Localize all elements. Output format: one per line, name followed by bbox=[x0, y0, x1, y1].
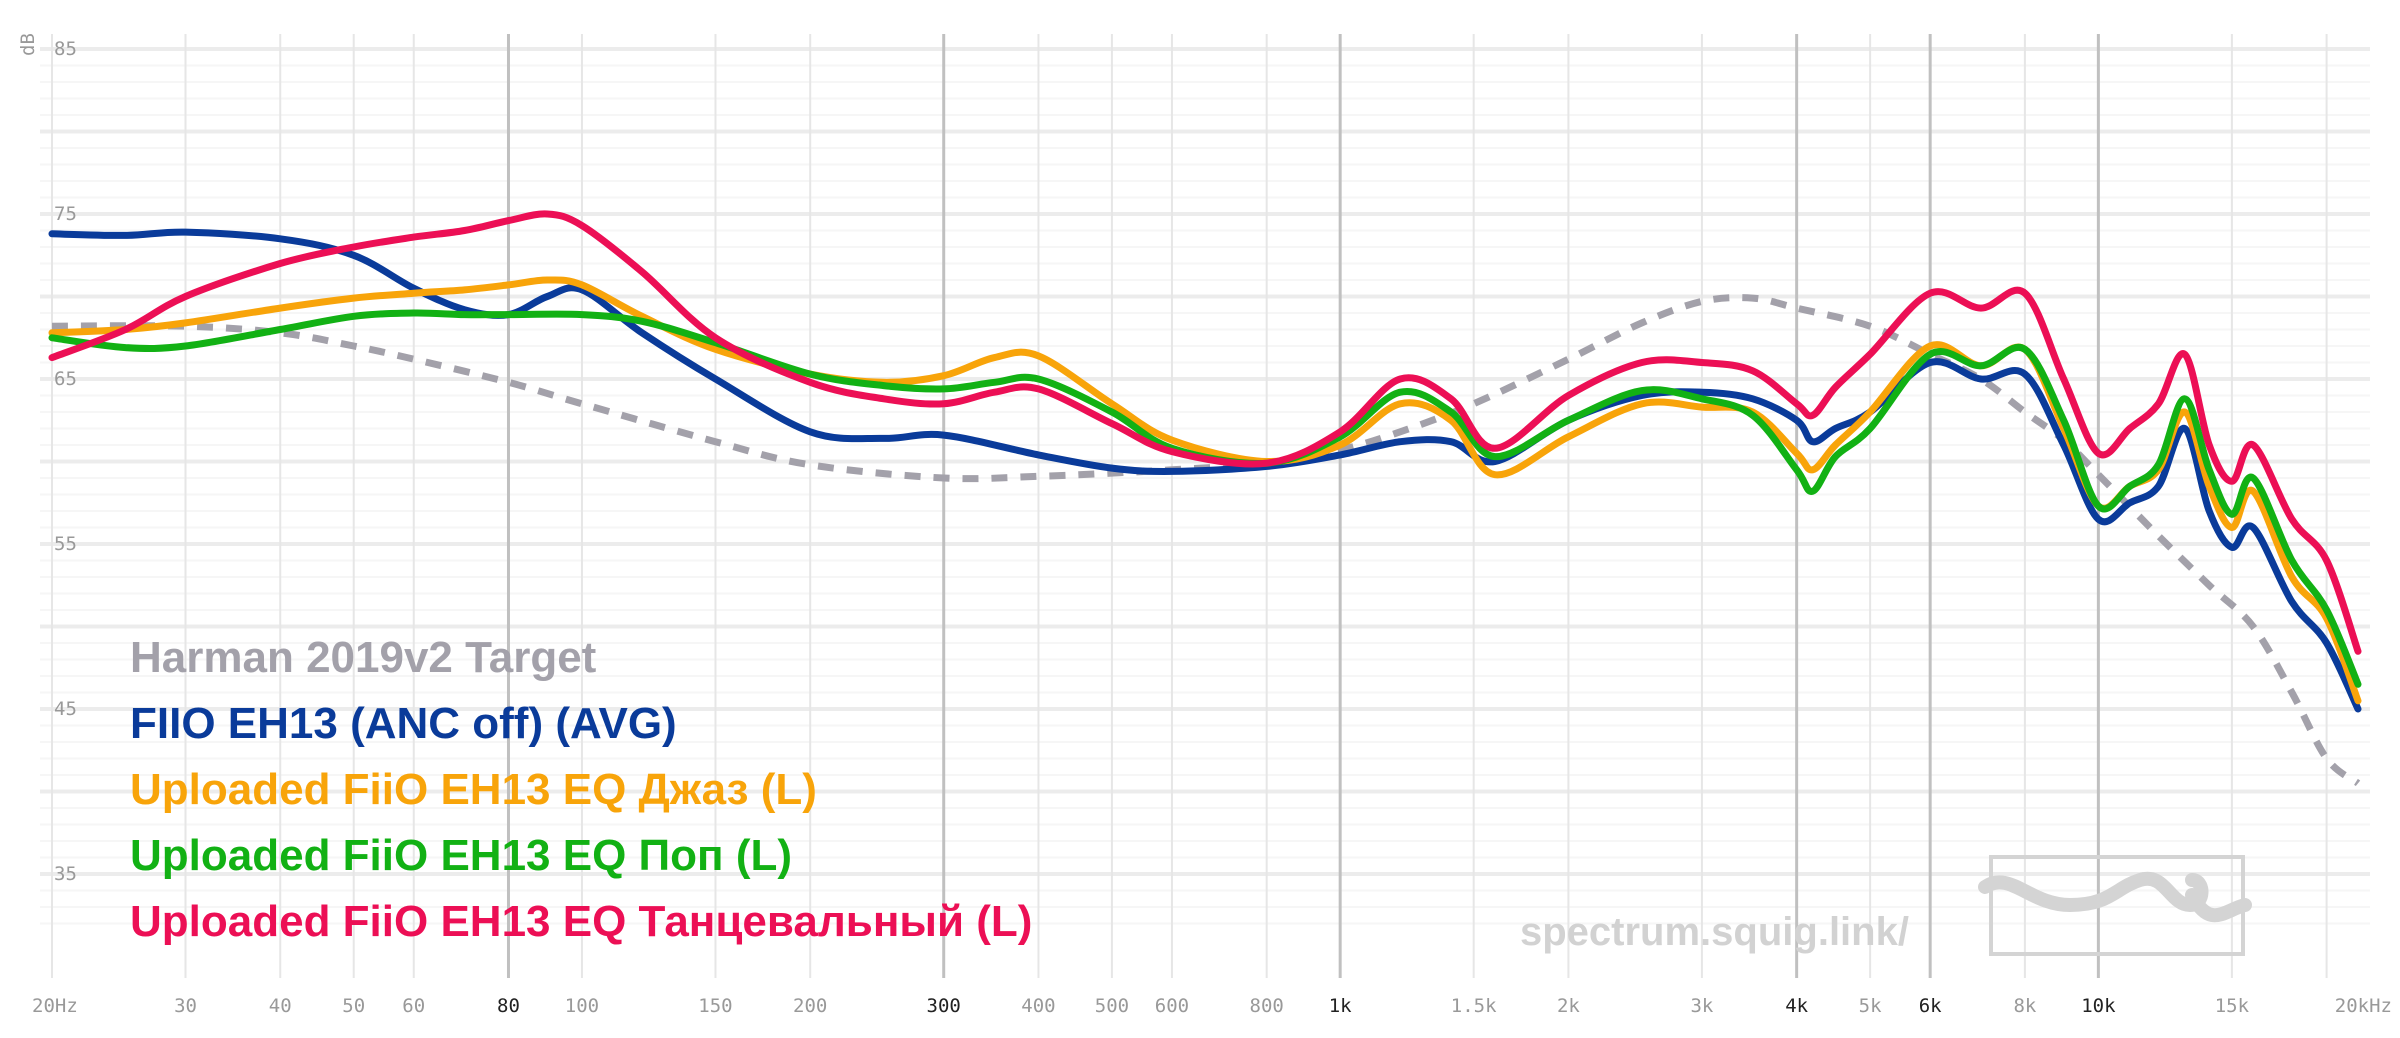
x-tick-label: 50 bbox=[342, 995, 365, 1017]
x-tick-label: 6k bbox=[1919, 995, 1942, 1017]
x-tick-label: 60 bbox=[402, 995, 425, 1017]
y-tick-label: 75 bbox=[54, 203, 77, 225]
x-tick-label: 400 bbox=[1021, 995, 1055, 1017]
x-tick-label: 5k bbox=[1859, 995, 1882, 1017]
x-tick-label: 8k bbox=[2013, 995, 2036, 1017]
y-tick-label: 55 bbox=[54, 533, 77, 555]
x-tick-label: 40 bbox=[269, 995, 292, 1017]
x-tick-label: 20Hz bbox=[32, 995, 78, 1017]
x-tick-label: 1k bbox=[1329, 995, 1352, 1017]
x-tick-label: 80 bbox=[497, 995, 520, 1017]
y-axis-ticks: 85 75 65 55 45 35 bbox=[54, 38, 77, 885]
y-tick-label: 85 bbox=[54, 38, 77, 60]
y-axis-label: dB bbox=[17, 33, 39, 56]
grid bbox=[40, 34, 2370, 978]
x-tick-label: 800 bbox=[1250, 995, 1284, 1017]
legend-entry-4: Uploaded FiiO EH13 EQ Танцевальный (L) bbox=[130, 897, 1032, 946]
y-tick-label: 65 bbox=[54, 368, 77, 390]
x-tick-label: 300 bbox=[927, 995, 961, 1017]
watermark: spectrum.squig.link/ bbox=[1520, 910, 1909, 954]
x-tick-label: 150 bbox=[698, 995, 732, 1017]
x-tick-label: 30 bbox=[174, 995, 197, 1017]
x-tick-label: 500 bbox=[1095, 995, 1129, 1017]
legend: Harman 2019v2 Target FIIO EH13 (ANC off) … bbox=[130, 633, 1032, 946]
x-tick-label: 100 bbox=[565, 995, 599, 1017]
series-line-3 bbox=[48, 309, 2362, 688]
series-lines bbox=[48, 210, 2362, 787]
legend-entry-2: Uploaded FiiO EH13 EQ Джаз (L) bbox=[130, 765, 817, 814]
x-tick-label: 20kHz bbox=[2335, 995, 2392, 1017]
x-tick-label: 600 bbox=[1155, 995, 1189, 1017]
legend-entry-3: Uploaded FiiO EH13 EQ Поп (L) bbox=[130, 831, 792, 880]
x-tick-label: 200 bbox=[793, 995, 827, 1017]
x-tick-label: 10k bbox=[2081, 995, 2116, 1017]
legend-entry-0: Harman 2019v2 Target bbox=[130, 633, 597, 682]
x-tick-label: 3k bbox=[1690, 995, 1713, 1017]
series-line-4 bbox=[48, 210, 2362, 655]
x-tick-label: 1.5k bbox=[1451, 995, 1497, 1017]
y-tick-label: 35 bbox=[54, 863, 77, 885]
x-tick-label: 2k bbox=[1557, 995, 1580, 1017]
x-tick-label: 4k bbox=[1785, 995, 1808, 1017]
y-tick-label: 45 bbox=[54, 698, 77, 720]
series-line-1 bbox=[48, 228, 2362, 713]
x-axis-ticks: 20Hz 30 40 50 60 80 100 150 200 300 400 500 600 800 1k… bbox=[32, 995, 2392, 1017]
squiglink-logo bbox=[1978, 855, 2252, 956]
x-tick-label: 15k bbox=[2215, 995, 2250, 1017]
legend-entry-1: FIIO EH13 (ANC off) (AVG) bbox=[130, 699, 677, 748]
